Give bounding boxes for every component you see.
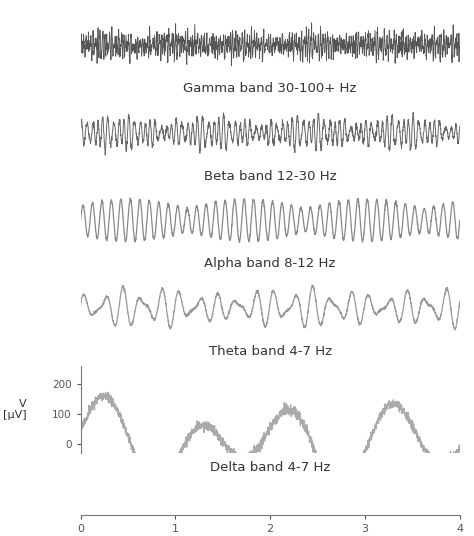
Text: Theta band 4-7 Hz: Theta band 4-7 Hz	[209, 345, 332, 358]
Y-axis label: V
[μV]: V [μV]	[3, 399, 27, 420]
Text: Beta band 12-30 Hz: Beta band 12-30 Hz	[204, 170, 337, 183]
Text: Alpha band 8-12 Hz: Alpha band 8-12 Hz	[204, 257, 336, 270]
Text: Gamma band 30-100+ Hz: Gamma band 30-100+ Hz	[183, 83, 357, 95]
Text: Delta band 4-7 Hz: Delta band 4-7 Hz	[210, 461, 330, 474]
